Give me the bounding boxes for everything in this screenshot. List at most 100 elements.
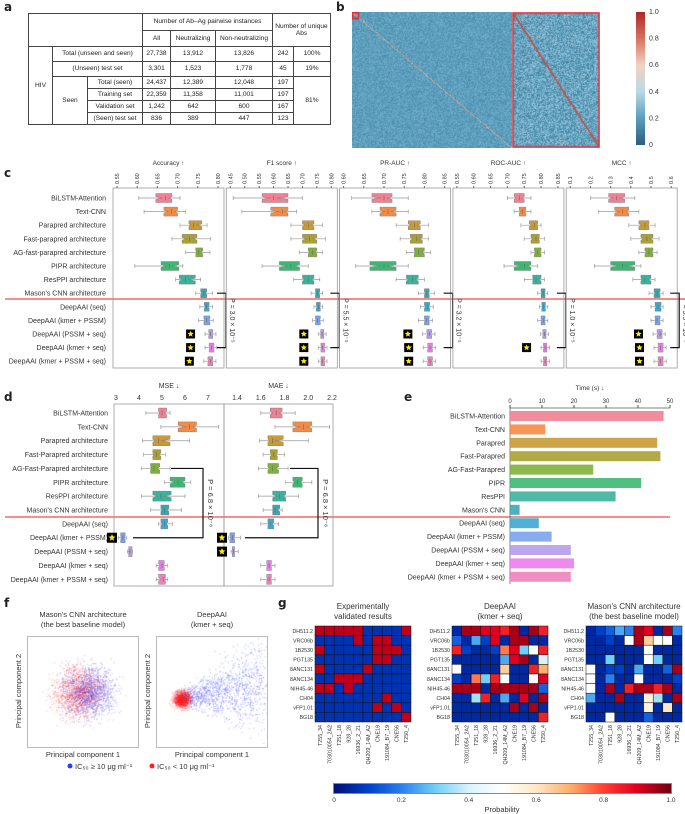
heatmap-cell [381, 635, 393, 646]
metric-title: ROC-AUC ↑ [491, 160, 526, 167]
box-plot [155, 560, 169, 571]
row-label: PGT135 [430, 658, 450, 664]
heatmap-cell [518, 644, 530, 656]
heatmap-cell [451, 635, 462, 646]
heatmap-subtitle: validated results [334, 612, 392, 621]
heatmap-cell [470, 712, 482, 723]
table-row: (Seen) test set 836 389 447 123 [29, 112, 331, 125]
star-icon [187, 330, 194, 337]
col-label: 928_28 [484, 725, 490, 743]
heatmap-cell [499, 712, 510, 723]
heatmap-cell [391, 654, 402, 665]
p-value: P = 5.5 × 10⁻⁵ [341, 298, 348, 343]
box-plot [417, 288, 435, 298]
box-plot [155, 574, 169, 585]
heatmap-cell [461, 625, 472, 636]
heatmap-cell [518, 712, 530, 723]
heatmap-cell [643, 702, 654, 713]
row-label: DH511.2 [563, 629, 584, 635]
star-icon [405, 358, 412, 364]
tick-label: 0.45 [228, 173, 234, 184]
box [270, 206, 289, 217]
heatmap-cell [652, 673, 664, 684]
row-label: vFP1.01 [430, 706, 450, 712]
model-label: Fast-parapred architecture [24, 236, 107, 243]
box-plot [260, 560, 276, 571]
box-plot [299, 247, 323, 258]
heatmap-cell [372, 644, 383, 656]
colorbar-tick: 0 [649, 142, 653, 149]
box-plot [317, 329, 327, 339]
heatmap-cell [604, 673, 616, 684]
col-label: 191084_B7_19 [522, 725, 528, 761]
heatmap-cell [614, 683, 625, 694]
heatmap-cell [362, 692, 373, 704]
box-plot [507, 193, 532, 203]
p-value: P = 3.2 × 10⁻⁵ [455, 298, 462, 343]
model-label: ResPPI architecture [44, 277, 106, 284]
bar [510, 424, 546, 435]
box-plot [405, 247, 431, 258]
colorbar-tick: 0 [332, 797, 336, 804]
heatmap-cell [585, 625, 596, 636]
heatmap-cell [461, 644, 472, 656]
box-plot [171, 234, 212, 244]
model-label: Parapred architecture [41, 438, 108, 445]
heatmap-cell [538, 635, 549, 646]
heatmap-cell [509, 644, 520, 656]
table-corner [28, 13, 143, 47]
tick-label: 0.75 [315, 173, 321, 184]
heatmap-cell [518, 664, 530, 675]
star-icon [187, 344, 194, 351]
col-label: T250_4 [675, 725, 681, 743]
tick-label: 0.60 [472, 173, 478, 184]
box [160, 504, 170, 516]
bar-label: BiLSTM-Attention [450, 414, 505, 421]
heatmap-cell [353, 654, 364, 665]
heatmap-cell [372, 625, 383, 636]
heatmap-cell [499, 702, 510, 713]
model-label: DeepAAI (seq) [62, 521, 108, 528]
box-plot [628, 220, 656, 230]
heatmap-cell [362, 702, 373, 713]
heatmap-cell [538, 625, 549, 636]
heatmap-cell [509, 712, 520, 723]
heatmap-cell [672, 664, 683, 675]
best-model-star [217, 546, 227, 557]
similarity-heatmap [352, 12, 600, 148]
colorbar-tick: 1.0 [666, 797, 675, 804]
tick-label: 0.70 [382, 173, 388, 184]
heatmap-cell [518, 673, 530, 684]
heatmap-cell [353, 692, 364, 704]
colorbar-label: Probability [484, 805, 519, 814]
heatmap-cell [538, 664, 549, 675]
heatmap-cell [672, 625, 683, 636]
heatmap-cell [451, 625, 462, 636]
tick-label: 0.80 [422, 173, 428, 184]
heatmap-cell [343, 683, 354, 694]
heatmap-cell [391, 712, 402, 723]
metric-title: PR-AUC ↑ [380, 160, 410, 167]
box [158, 560, 165, 571]
heatmap-cell [372, 635, 383, 646]
heatmap-cell [624, 644, 635, 656]
heatmap-cell [538, 712, 549, 723]
tick-label: 0.75 [196, 173, 202, 184]
box-plot [540, 329, 549, 339]
box-plot [399, 234, 429, 244]
significance-bracket [443, 292, 454, 349]
heatmap-cell [499, 635, 510, 646]
heatmap-cell [643, 644, 654, 656]
col-label: 703010054_2A2 [598, 725, 604, 764]
box-plot [160, 421, 219, 433]
box [656, 329, 663, 339]
col-label: T250_4 [404, 725, 410, 743]
heatmap-cell [585, 654, 596, 665]
heatmap-cell [538, 692, 549, 704]
metric-title: MSE ↓ [159, 383, 180, 390]
model-label: Text-CNN [78, 424, 108, 431]
box [169, 477, 186, 488]
box [152, 435, 171, 446]
heatmap-cell [381, 683, 393, 694]
